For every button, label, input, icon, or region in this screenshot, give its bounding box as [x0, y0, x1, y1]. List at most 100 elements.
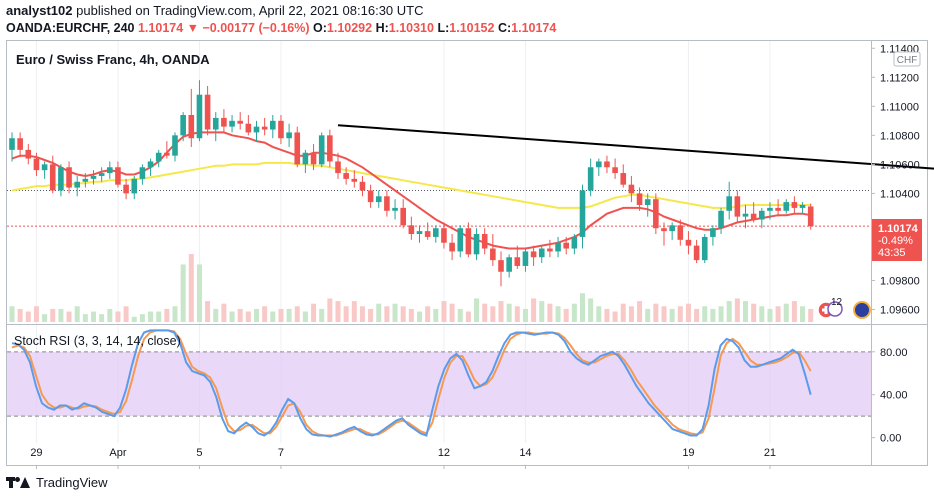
volume-bar: [694, 308, 700, 322]
candle-body: [335, 161, 341, 174]
volume-bar: [457, 308, 463, 322]
footer-brand[interactable]: TradingView: [6, 474, 108, 490]
candle-body: [147, 161, 154, 168]
volume-bar: [474, 298, 480, 322]
trendline[interactable]: [337, 124, 934, 199]
volume-bar: [91, 311, 96, 322]
volume-bar: [571, 303, 577, 322]
price-pane: Euro / Swiss Franc, 4h, OANDA 12: [7, 41, 934, 443]
volume-bar: [25, 311, 31, 322]
volume-bar: [522, 308, 528, 322]
price-axis[interactable]: 1.114001.112001.110001.108001.106001.104…: [871, 43, 920, 316]
volume-bar: [294, 306, 300, 322]
volume-bar: [343, 306, 349, 322]
candle-body: [33, 158, 40, 171]
volume-bar: [66, 311, 72, 322]
candle-body: [734, 196, 741, 217]
bar-countdown: 43:35: [878, 247, 906, 259]
candle-body: [66, 167, 72, 188]
candle-body: [465, 228, 472, 255]
volume-bar: [767, 308, 773, 322]
event-icons[interactable]: 12: [817, 297, 871, 319]
volume-bar: [514, 306, 520, 322]
candle-body: [620, 173, 627, 185]
candle-body: [799, 204, 806, 208]
close-value: 1.10174: [511, 21, 557, 35]
price-tick-label: 1.09600: [880, 304, 920, 316]
volume-bar: [107, 308, 113, 322]
candle-body: [449, 242, 455, 252]
candles: [9, 80, 814, 287]
publisher-name[interactable]: analyst102: [6, 3, 73, 18]
volume-bar: [734, 298, 740, 322]
currency-badge-box: [893, 51, 921, 67]
candle-body: [742, 213, 749, 217]
candle-body: [441, 228, 447, 243]
candle-body: [164, 152, 170, 156]
volume-bar: [148, 311, 154, 322]
volume-bar: [539, 301, 545, 322]
volume-bar: [278, 308, 284, 322]
candle-body: [653, 199, 659, 229]
candle-body: [221, 117, 227, 127]
volume-bar: [759, 306, 765, 322]
volume-bar: [433, 308, 439, 322]
volume-bar: [400, 306, 406, 322]
candle-body: [98, 173, 105, 176]
volume-bar: [368, 308, 374, 322]
volume-bar: [221, 303, 227, 322]
tradingview-logo-icon: [6, 474, 30, 490]
time-tick-label: Apr: [109, 447, 126, 459]
volume-bar: [156, 311, 162, 322]
events-count-icon[interactable]: [827, 301, 843, 317]
candle-body: [286, 132, 292, 139]
candle-body: [180, 115, 186, 136]
rsi-tick-label: 80.00: [880, 347, 908, 359]
candle-body: [294, 132, 301, 165]
candle-body: [400, 207, 406, 226]
candle-body: [522, 251, 529, 266]
volume-bar: [196, 264, 202, 322]
volume-bar: [9, 306, 15, 322]
candle-body: [139, 167, 146, 179]
candle-body: [587, 167, 594, 191]
volume-bar: [743, 301, 748, 322]
candle-body: [783, 202, 790, 211]
candle-body: [791, 202, 798, 208]
candle-body: [9, 138, 15, 150]
volume-bar: [702, 306, 708, 322]
volume-bar: [327, 298, 333, 322]
time-axis[interactable]: 29 Apr 5 7 12 14 19 21: [30, 447, 776, 469]
low-value: 1.10152: [449, 21, 495, 35]
candle-body: [416, 231, 423, 235]
price-tick-label: 1.09800: [880, 275, 920, 287]
volume-bar: [685, 303, 691, 322]
price-tick-label: 1.10800: [880, 130, 920, 142]
price-change: ▼ −0.00177 (−0.16%): [186, 21, 310, 35]
volume-bar: [482, 303, 488, 322]
volume-bar: [254, 308, 259, 322]
candle-body: [392, 207, 398, 211]
volume-bar: [188, 254, 194, 322]
high-value: 1.10310: [388, 21, 434, 35]
volume-bar: [180, 264, 186, 322]
volume-bar: [718, 306, 724, 322]
volume-bar: [563, 308, 569, 322]
candle-body: [188, 115, 195, 139]
volume-bar: [213, 308, 219, 322]
volume-bar: [588, 298, 594, 322]
volume-bar: [286, 308, 292, 322]
candle-body: [481, 234, 488, 249]
volume-bar: [547, 303, 553, 322]
publisher-line: analyst102 published on TradingView.com,…: [6, 3, 424, 18]
candle-body: [759, 210, 765, 220]
symbol-label: OANDA:EURCHF, 240: [6, 21, 135, 35]
flag-eu-icon[interactable]: [853, 301, 871, 319]
candle-body: [367, 190, 374, 203]
rsi-axis[interactable]: 80.00 40.00 0.00: [871, 347, 908, 445]
price-tick-label: 1.11000: [880, 101, 919, 113]
volume-bar: [531, 298, 537, 322]
last-price-box: [872, 219, 922, 261]
candle-body: [677, 225, 684, 240]
